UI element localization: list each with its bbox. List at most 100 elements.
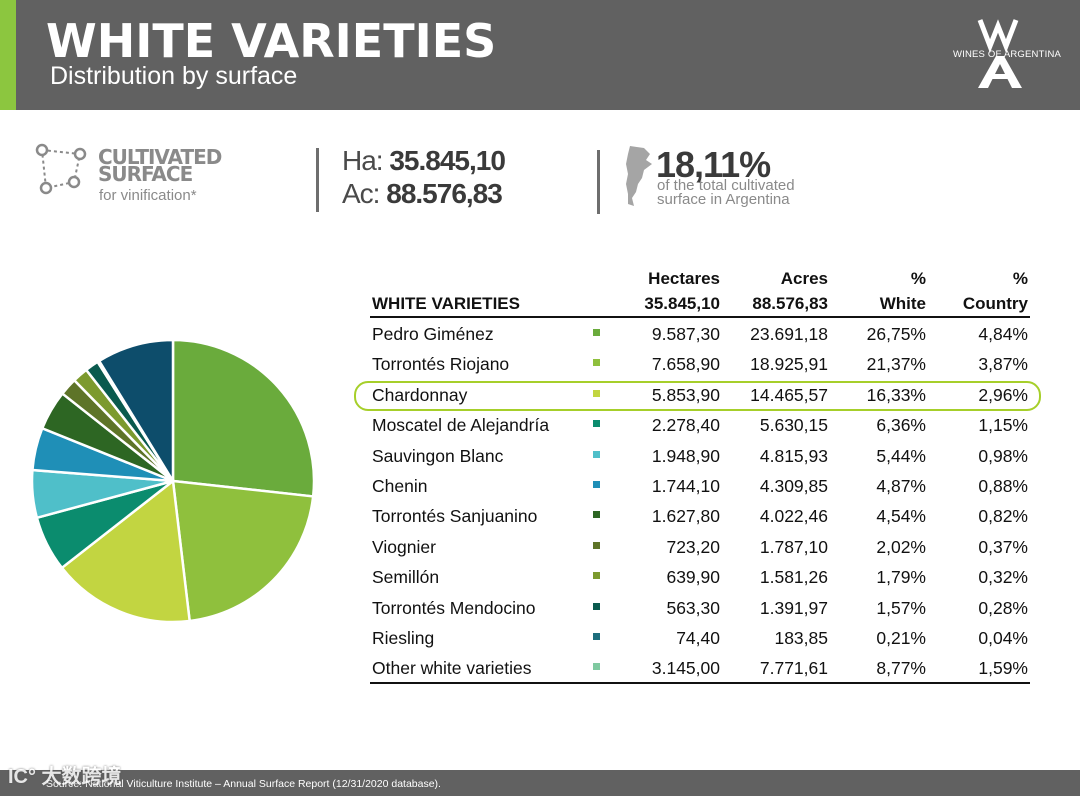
hectares-cell: 1.744,10 — [651, 476, 720, 496]
ac-label: Ac: — [342, 178, 380, 209]
variety-name: Pedro Giménez — [372, 324, 494, 344]
share-caption-line-1: of the total cultivated — [657, 177, 795, 194]
logo-text: WINES OF ARGENTINA — [952, 49, 1062, 60]
pct-white-cell: 8,77% — [876, 658, 926, 679]
surface-plot-icon — [35, 143, 87, 195]
acres-cell: 23.691,18 — [750, 324, 828, 344]
header-rule — [370, 316, 1030, 318]
pct-country-cell: 0,32% — [978, 567, 1028, 588]
pie-slice — [171, 338, 316, 498]
pct-country-cell: 0,28% — [978, 597, 1028, 618]
table-row: Torrontés Riojano 7.658,90 18.925,91 21,37%… — [370, 349, 1030, 379]
surface-title-line-1: CULTIVATED — [98, 145, 222, 169]
header-pct-country: Country — [962, 294, 1028, 313]
acres-cell: 183,85 — [774, 628, 828, 648]
header-hectares-total: 35.845,10 — [644, 294, 720, 313]
hectares-cell: 9.587,30 — [651, 324, 720, 344]
table-row: Moscatel de Alejandría 2.278,40 5.630,15 6,… — [370, 410, 1030, 440]
header-bar — [0, 0, 1080, 110]
pct-country-cell: 2,96% — [978, 384, 1028, 405]
ha-value: 35.845,10 — [389, 145, 506, 176]
pct-white-cell: 21,37% — [866, 354, 926, 375]
table-row: Riesling 74,40 183,85 0,21% 0,04% — [370, 623, 1030, 653]
variety-name: Sauvingon Blanc — [372, 445, 504, 466]
pct-white-cell: 5,44% — [876, 445, 926, 466]
acres-cell: 4.815,93 — [759, 445, 828, 466]
pct-country-cell: 1,59% — [978, 658, 1028, 679]
acres-cell: 5.630,15 — [759, 415, 828, 436]
share-caption: of the total cultivated surface in Argen… — [657, 177, 795, 208]
header-acres-total: 88.576,83 — [752, 294, 828, 313]
table-row: Sauvingon Blanc 1.948,90 4.815,93 5,44% 0,98… — [370, 441, 1030, 471]
legend-swatch — [593, 541, 600, 549]
pct-white-cell: 0,21% — [876, 628, 926, 648]
table-row: Chenin 1.744,10 4.309,85 4,87% 0,88% — [370, 471, 1030, 501]
hectares-cell: 1.627,80 — [651, 506, 720, 527]
pct-white-cell: 2,02% — [876, 536, 926, 557]
hectares-cell: 1.948,90 — [651, 445, 720, 466]
page-title: WHITE VARIETIES — [46, 14, 497, 68]
variety-name: Torrontés Sanjuanino — [372, 506, 538, 527]
legend-swatch — [593, 450, 600, 458]
pct-white-cell: 1,79% — [876, 567, 926, 588]
variety-name: Semillón — [372, 567, 440, 588]
variety-name: Riesling — [372, 628, 435, 648]
pct-country-cell: 0,04% — [978, 628, 1028, 648]
header-variety: WHITE VARIETIES — [372, 294, 520, 313]
variety-name: Viognier — [372, 536, 436, 557]
variety-name: Torrontés Riojano — [372, 354, 510, 375]
pct-country-cell: 4,84% — [978, 324, 1028, 344]
legend-swatch — [593, 389, 600, 397]
variety-name: Chardonnay — [372, 384, 468, 405]
pct-country-cell: 0,88% — [978, 476, 1028, 496]
header-pct-country-symbol: % — [1012, 269, 1028, 288]
acres-cell: 1.581,26 — [759, 567, 828, 588]
argentina-map-icon — [626, 146, 652, 206]
pie-slice — [171, 479, 315, 623]
page-subtitle: Distribution by surface — [50, 62, 298, 90]
acres-cell: 14.465,57 — [750, 384, 828, 405]
legend-swatch — [593, 481, 600, 488]
pct-country-cell: 0,37% — [978, 536, 1028, 557]
share-percent: 18,11% — [656, 144, 771, 185]
pct-country-cell: 0,82% — [978, 506, 1028, 527]
table-row: Pedro Giménez 9.587,30 23.691,18 26,75% 4,84… — [370, 319, 1030, 349]
wines-of-argentina-logo — [977, 19, 1022, 88]
legend-swatch — [593, 420, 600, 428]
hectares-cell: 723,20 — [666, 536, 720, 557]
share-caption-line-2: surface in Argentina — [657, 191, 790, 208]
hectares-cell: 74,40 — [676, 628, 720, 648]
divider — [316, 148, 319, 212]
hectares-cell: 2.278,40 — [651, 415, 720, 436]
pie-slice — [60, 478, 192, 624]
acres-cell: 7.771,61 — [759, 658, 828, 679]
legend-swatch — [593, 572, 600, 580]
hectares-cell: 5.853,90 — [651, 384, 720, 405]
hectares-cell: 563,30 — [666, 597, 720, 618]
table-row: Viognier 723,20 1.787,10 2,02% 0,37% — [370, 532, 1030, 562]
header-pct-white: White — [879, 294, 926, 313]
acres-cell: 4.022,46 — [759, 506, 828, 527]
variety-name: Chenin — [372, 476, 428, 496]
hectares-stat: Ha: 35.845,10 — [342, 145, 506, 177]
ac-value: 88.576,83 — [386, 178, 503, 209]
hectares-cell: 3.145,00 — [651, 658, 720, 679]
header-acres: Acres — [780, 269, 828, 288]
acres-cell: 4.309,85 — [759, 476, 828, 496]
pct-white-cell: 1,57% — [876, 597, 926, 618]
pct-country-cell: 3,87% — [978, 354, 1028, 375]
table-bottom-rule — [370, 681, 1030, 684]
surface-title-line-2: SURFACE — [98, 162, 193, 186]
pct-country-cell: 0,98% — [978, 445, 1028, 466]
legend-swatch — [593, 329, 600, 336]
variety-name: Other white varieties — [372, 658, 532, 679]
surface-subtitle: for vinification* — [99, 187, 197, 204]
legend-swatch — [593, 602, 600, 610]
white-varieties-pie-chart — [30, 338, 316, 624]
table-row: Chardonnay 5.853,90 14.465,57 16,33% 2,96% — [370, 380, 1030, 410]
hectares-cell: 7.658,90 — [651, 354, 720, 375]
table-row: Other white varieties 3.145,00 7.771,61 8,7… — [370, 653, 1030, 683]
acres-cell: 1.787,10 — [759, 536, 828, 557]
hectares-cell: 639,90 — [666, 567, 720, 588]
acres-stat: Ac: 88.576,83 — [342, 178, 503, 210]
